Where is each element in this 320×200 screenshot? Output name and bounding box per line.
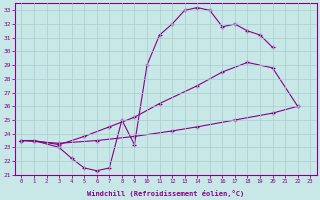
X-axis label: Windchill (Refroidissement éolien,°C): Windchill (Refroidissement éolien,°C) (87, 190, 244, 197)
